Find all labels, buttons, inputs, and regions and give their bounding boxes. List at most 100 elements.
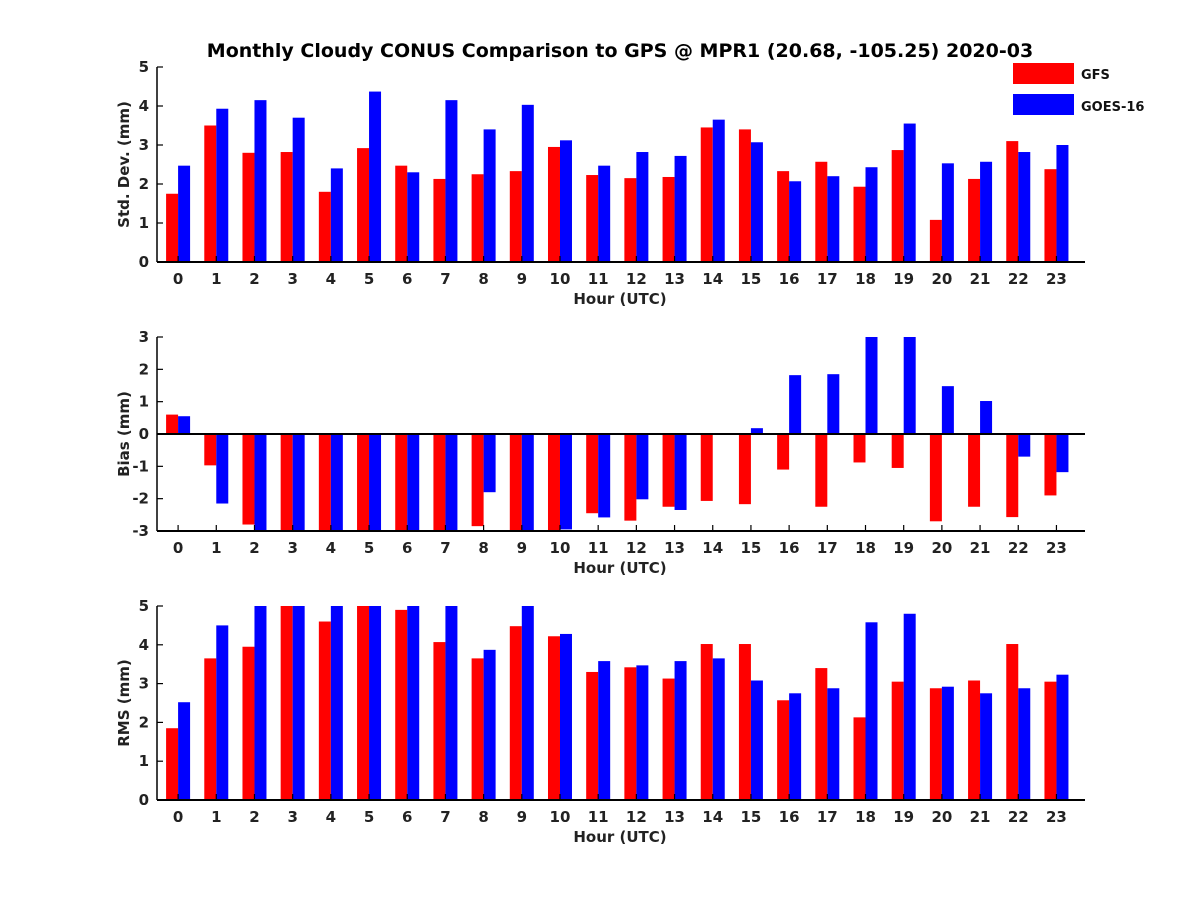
x-tick-label: 4	[326, 808, 336, 826]
y-tick-label: -3	[132, 522, 149, 540]
bar-gfs-hour-18	[853, 186, 866, 262]
bar-gfs-hour-6	[395, 434, 408, 531]
x-tick-label: 14	[702, 270, 723, 288]
bar-gfs-hour-14	[700, 434, 713, 501]
x-tick-label: 6	[402, 539, 412, 557]
bar-gfs-hour-1	[204, 125, 217, 262]
bar-gfs-hour-9	[509, 626, 522, 800]
bar-goes16-hour-7	[445, 100, 458, 263]
x-tick-label: 11	[588, 539, 609, 557]
bar-goes16-hour-9	[521, 104, 534, 262]
x-tick-label: 15	[740, 270, 761, 288]
bar-goes16-hour-10	[559, 434, 572, 530]
x-tick-label: 16	[779, 539, 800, 557]
bar-goes16-hour-18	[865, 622, 878, 800]
x-tick-label: 16	[779, 270, 800, 288]
bar-gfs-hour-4	[318, 434, 331, 531]
bar-gfs-hour-10	[547, 146, 560, 262]
bar-gfs-hour-23	[1044, 681, 1057, 800]
x-tick-label: 16	[779, 808, 800, 826]
x-tick-label: 20	[931, 808, 952, 826]
bar-goes16-hour-0	[178, 165, 191, 262]
bar-goes16-hour-5	[369, 606, 382, 800]
bar-gfs-hour-16	[777, 171, 790, 262]
bar-goes16-hour-13	[674, 155, 687, 262]
x-tick-label: 15	[740, 808, 761, 826]
bar-goes16-hour-19	[903, 613, 916, 800]
x-tick-label: 17	[817, 270, 838, 288]
bar-gfs-hour-13	[662, 434, 675, 507]
x-tick-label: 8	[478, 808, 488, 826]
bar-goes16-hour-2	[254, 100, 267, 263]
bar-gfs-hour-9	[509, 171, 522, 262]
x-tick-label: 14	[702, 808, 723, 826]
x-tick-label: 10	[550, 808, 571, 826]
x-tick-label: 10	[550, 539, 571, 557]
bar-gfs-hour-4	[318, 191, 331, 262]
bar-goes16-hour-20	[941, 386, 954, 434]
bar-goes16-hour-18	[865, 337, 878, 434]
bar-goes16-hour-13	[674, 434, 687, 510]
x-tick-label: 22	[1008, 270, 1029, 288]
bar-gfs-hour-1	[204, 658, 217, 800]
x-tick-label: 14	[702, 539, 723, 557]
bar-goes16-hour-2	[254, 606, 267, 800]
bar-goes16-hour-10	[559, 633, 572, 800]
bar-gfs-hour-1	[204, 434, 217, 466]
x-tick-label: 5	[364, 539, 374, 557]
y-tick-label: 0	[139, 253, 149, 271]
y-tick-label: 1	[139, 393, 149, 411]
bar-goes16-hour-20	[941, 686, 954, 800]
x-tick-label: 21	[970, 539, 991, 557]
x-tick-label: 19	[893, 808, 914, 826]
bar-goes16-hour-21	[980, 161, 993, 262]
x-tick-label: 18	[855, 539, 876, 557]
x-tick-label: 5	[364, 270, 374, 288]
bar-gfs-hour-7	[433, 434, 446, 531]
x-tick-label: 6	[402, 808, 412, 826]
bar-gfs-hour-8	[471, 174, 484, 262]
bar-gfs-hour-18	[853, 717, 866, 800]
x-tick-label: 0	[173, 539, 183, 557]
bar-gfs-hour-23	[1044, 169, 1057, 262]
bar-gfs-hour-19	[891, 681, 904, 800]
x-tick-label: 20	[931, 270, 952, 288]
bar-gfs-hour-6	[395, 609, 408, 800]
bar-gfs-hour-13	[662, 678, 675, 800]
x-tick-label: 12	[626, 808, 647, 826]
bar-goes16-hour-4	[330, 434, 343, 531]
bar-goes16-hour-16	[789, 375, 802, 434]
y-tick-label: 0	[139, 791, 149, 809]
bar-gfs-hour-0	[166, 193, 179, 262]
x-tick-label: 13	[664, 808, 685, 826]
bar-gfs-hour-8	[471, 658, 484, 800]
bar-gfs-hour-3	[280, 434, 293, 531]
x-tick-label: 10	[550, 270, 571, 288]
bar-gfs-hour-2	[242, 152, 255, 262]
bar-gfs-hour-13	[662, 176, 675, 262]
bar-goes16-hour-6	[407, 606, 420, 800]
x-axis-label: Hour (UTC)	[573, 559, 666, 577]
legend-label-gfs: GFS	[1081, 68, 1110, 83]
bar-gfs-hour-10	[547, 434, 560, 531]
bar-goes16-hour-17	[827, 176, 840, 262]
x-tick-label: 4	[326, 539, 336, 557]
bar-goes16-hour-3	[292, 117, 305, 262]
x-tick-label: 7	[440, 539, 450, 557]
bar-goes16-hour-7	[445, 434, 458, 531]
y-tick-label: 2	[139, 713, 149, 731]
bar-gfs-hour-7	[433, 642, 446, 800]
bar-goes16-hour-11	[598, 165, 611, 262]
bar-gfs-hour-2	[242, 434, 255, 525]
bar-goes16-hour-9	[521, 606, 534, 800]
bar-goes16-hour-10	[559, 140, 572, 262]
x-tick-label: 2	[249, 539, 259, 557]
bar-goes16-hour-13	[674, 661, 687, 800]
bar-goes16-hour-7	[445, 606, 458, 800]
y-axis-label: Std. Dev. (mm)	[115, 101, 133, 228]
bar-gfs-hour-11	[586, 175, 599, 262]
bar-goes16-hour-8	[483, 649, 496, 800]
